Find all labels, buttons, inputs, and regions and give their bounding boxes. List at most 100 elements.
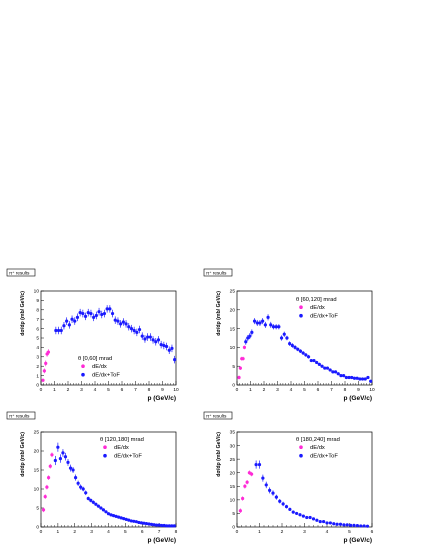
legend-title: θ [120,180] mrad: [100, 437, 144, 443]
legend-marker: [81, 364, 85, 369]
data-point: [290, 343, 294, 348]
legend-entry: dE/dx: [114, 445, 129, 451]
data-point: [165, 524, 169, 528]
data-point: [43, 495, 47, 499]
data-point: [312, 358, 316, 363]
y-tick-label: 3: [36, 355, 39, 361]
data-point: [142, 521, 146, 525]
data-point: [101, 508, 106, 512]
data-point: [124, 517, 128, 522]
results-label-box: [203, 268, 233, 277]
data-point: [63, 455, 68, 459]
x-tick-label: 5: [124, 529, 127, 535]
data-point: [362, 524, 366, 528]
data-point: [369, 379, 373, 383]
data-point: [305, 515, 309, 520]
data-point: [308, 515, 312, 520]
data-point: [81, 311, 85, 316]
data-point: [41, 378, 45, 382]
x-tick-label: 1: [258, 529, 261, 535]
legend-title: θ [180,240] mrad: [296, 437, 340, 443]
data-point: [62, 324, 66, 328]
legend-marker: [103, 453, 107, 458]
x-tick-label: 4: [107, 529, 110, 535]
data-point: [65, 319, 69, 323]
data-point: [134, 520, 138, 524]
data-point: [243, 484, 247, 488]
data-point: [68, 466, 73, 470]
data-point: [342, 523, 346, 527]
y-tick-label: 5: [36, 336, 39, 342]
x-tick-label: 6: [317, 387, 320, 393]
data-point: [111, 514, 116, 518]
data-point: [269, 323, 273, 327]
data-point: [320, 364, 324, 368]
x-tick-label: 2: [281, 529, 284, 535]
data-point: [309, 358, 313, 363]
data-point: [139, 521, 144, 525]
data-point: [298, 349, 303, 353]
data-point: [113, 318, 117, 322]
y-tick-label: 9: [36, 298, 39, 304]
x-tick-label: 7: [330, 387, 333, 393]
data-point: [248, 334, 252, 338]
data-point: [154, 340, 158, 344]
x-axis-label: p (GeV/c): [147, 537, 176, 544]
results-label: π⁺ results: [6, 411, 36, 420]
data-point: [114, 514, 118, 518]
data-point: [281, 502, 285, 506]
results-label-box: [203, 411, 233, 420]
results-label: π⁺ results: [203, 268, 233, 277]
y-axis-label: dσ/dp (mb/ GeV/c): [216, 291, 222, 336]
data-point: [156, 338, 161, 342]
x-tick-label: 1: [57, 529, 60, 535]
data-point: [328, 368, 332, 372]
y-tick-label: 0: [36, 383, 39, 389]
data-point: [295, 511, 299, 516]
data-point: [117, 515, 121, 519]
data-point: [333, 370, 338, 374]
data-point: [97, 310, 101, 314]
results-label-text: π⁺ results: [206, 271, 227, 276]
legend-entry: dE/dx+ToF: [114, 454, 142, 460]
data-point: [121, 320, 125, 324]
data-point: [152, 523, 156, 527]
data-point: [328, 521, 332, 525]
data-point: [143, 337, 147, 341]
data-point: [238, 366, 242, 370]
legend-entry: dE/dx+ToF: [92, 373, 120, 379]
legend-entry: dE/dx+ToF: [310, 454, 338, 460]
data-point: [245, 480, 249, 484]
series-2: [53, 442, 176, 528]
data-point: [129, 327, 134, 331]
chart-panel-3: π⁺ results 0 1 2 3 4 5 6 7 8 0 5 10 15 20 25 p (GeV/c) dσ…: [6, 411, 178, 544]
y-tick-label: 15: [34, 468, 40, 474]
y-tick-label: 25: [230, 289, 236, 295]
chart-panel-4: π⁺ results 0 1 2 3 4 5 6 0 5 10 15 20 25 30 35 p (GeV/c)…: [203, 411, 374, 544]
data-point: [258, 321, 262, 325]
x-tick-label: 4: [94, 387, 97, 393]
x-tick-label: 9: [357, 387, 360, 393]
data-point: [160, 523, 164, 528]
data-point: [271, 491, 275, 495]
data-point: [252, 319, 257, 323]
data-point: [323, 366, 327, 370]
data-point: [79, 485, 83, 489]
data-point: [347, 375, 351, 380]
data-point: [250, 330, 254, 334]
data-point: [162, 343, 166, 348]
data-point: [322, 519, 326, 524]
data-point: [170, 524, 174, 528]
legend: θ [180,240] mrad dE/dx dE/dx+ToF: [296, 437, 340, 460]
data-point: [366, 375, 370, 380]
data-point: [66, 460, 70, 464]
data-point: [140, 334, 144, 338]
data-point: [344, 375, 348, 380]
data-point: [94, 502, 98, 506]
x-tick-label: 8: [344, 387, 347, 393]
data-point: [359, 524, 363, 528]
y-tick-label: 8: [36, 308, 39, 314]
data-point: [124, 322, 128, 326]
data-point: [61, 451, 65, 455]
data-point: [318, 519, 322, 524]
